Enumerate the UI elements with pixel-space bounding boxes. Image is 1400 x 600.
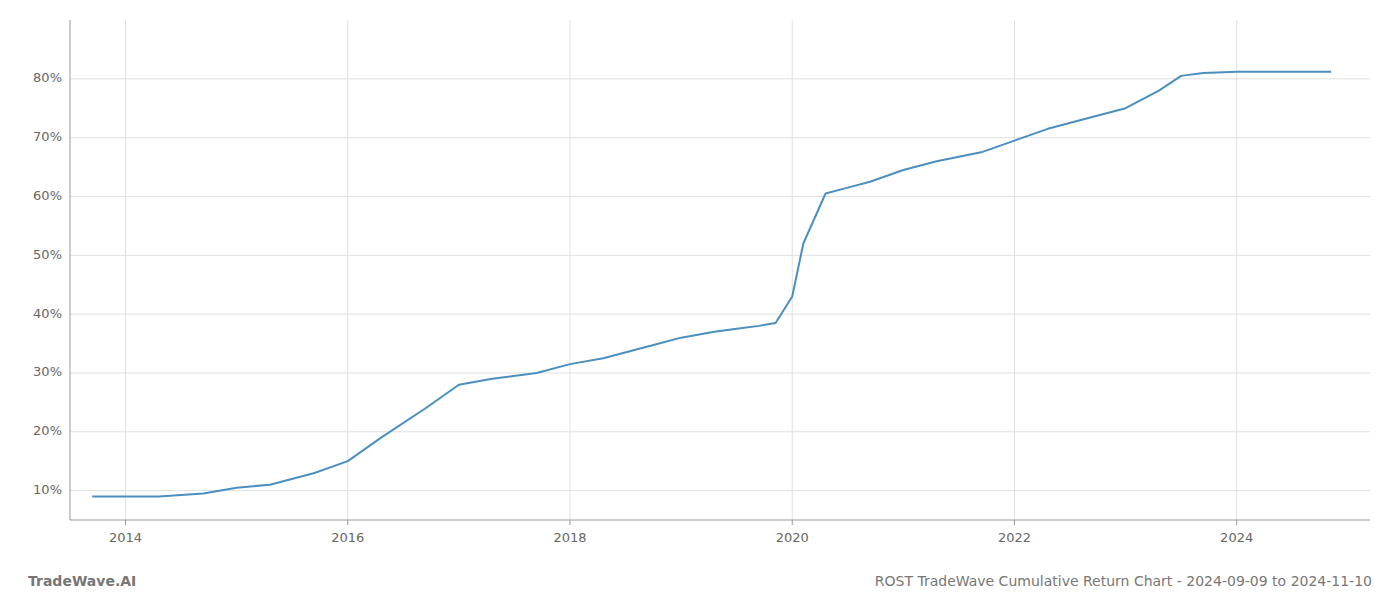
tick-mark <box>1014 520 1015 525</box>
tick-label: 80% <box>33 70 62 85</box>
grid-line <box>570 20 571 520</box>
title: ROST TradeWave Cumulative Return Chart -… <box>875 573 1372 589</box>
tick-label: 10% <box>33 482 62 497</box>
y-axis-line <box>70 20 71 520</box>
axes: 10% 20% 30% 40% 50% 60% 70% 80% 2014 2016 2018 2020… <box>33 20 1370 545</box>
grid-line <box>347 20 348 520</box>
tick-label: 40% <box>33 306 62 321</box>
x-axis-line <box>70 520 1370 521</box>
tick-label: 2022 <box>998 530 1031 545</box>
plot-area <box>92 72 1331 497</box>
grid-line <box>792 20 793 520</box>
tick-mark <box>125 520 126 525</box>
tick-label: 2018 <box>553 530 586 545</box>
tick-label: 2020 <box>776 530 809 545</box>
grid-line <box>70 137 1370 138</box>
tick-mark <box>570 520 571 525</box>
grid-line <box>70 431 1370 432</box>
grid-line <box>1014 20 1015 520</box>
grid-line <box>70 490 1370 491</box>
tick-label: 2024 <box>1220 530 1253 545</box>
grid-line <box>70 314 1370 315</box>
watermark: TradeWave.AI <box>28 573 136 589</box>
grid-line <box>1236 20 1237 520</box>
line <box>92 72 1331 497</box>
tick-label: 30% <box>33 364 62 379</box>
grid <box>70 20 1370 520</box>
tick-label: 70% <box>33 129 62 144</box>
tick-mark <box>1236 520 1237 525</box>
grid-line <box>70 372 1370 373</box>
tick-mark <box>792 520 793 525</box>
tick-label: 2014 <box>109 530 142 545</box>
tick-label: 50% <box>33 247 62 262</box>
tick-label: 2016 <box>331 530 364 545</box>
tick-mark <box>347 520 348 525</box>
grid-line <box>125 20 126 520</box>
grid-line <box>70 255 1370 256</box>
tick-label: 60% <box>33 188 62 203</box>
grid-line <box>70 196 1370 197</box>
chart: 10% 20% 30% 40% 50% 60% 70% 80% 2014 2016 2018 2020… <box>0 0 1400 600</box>
tick-label: 20% <box>33 423 62 438</box>
